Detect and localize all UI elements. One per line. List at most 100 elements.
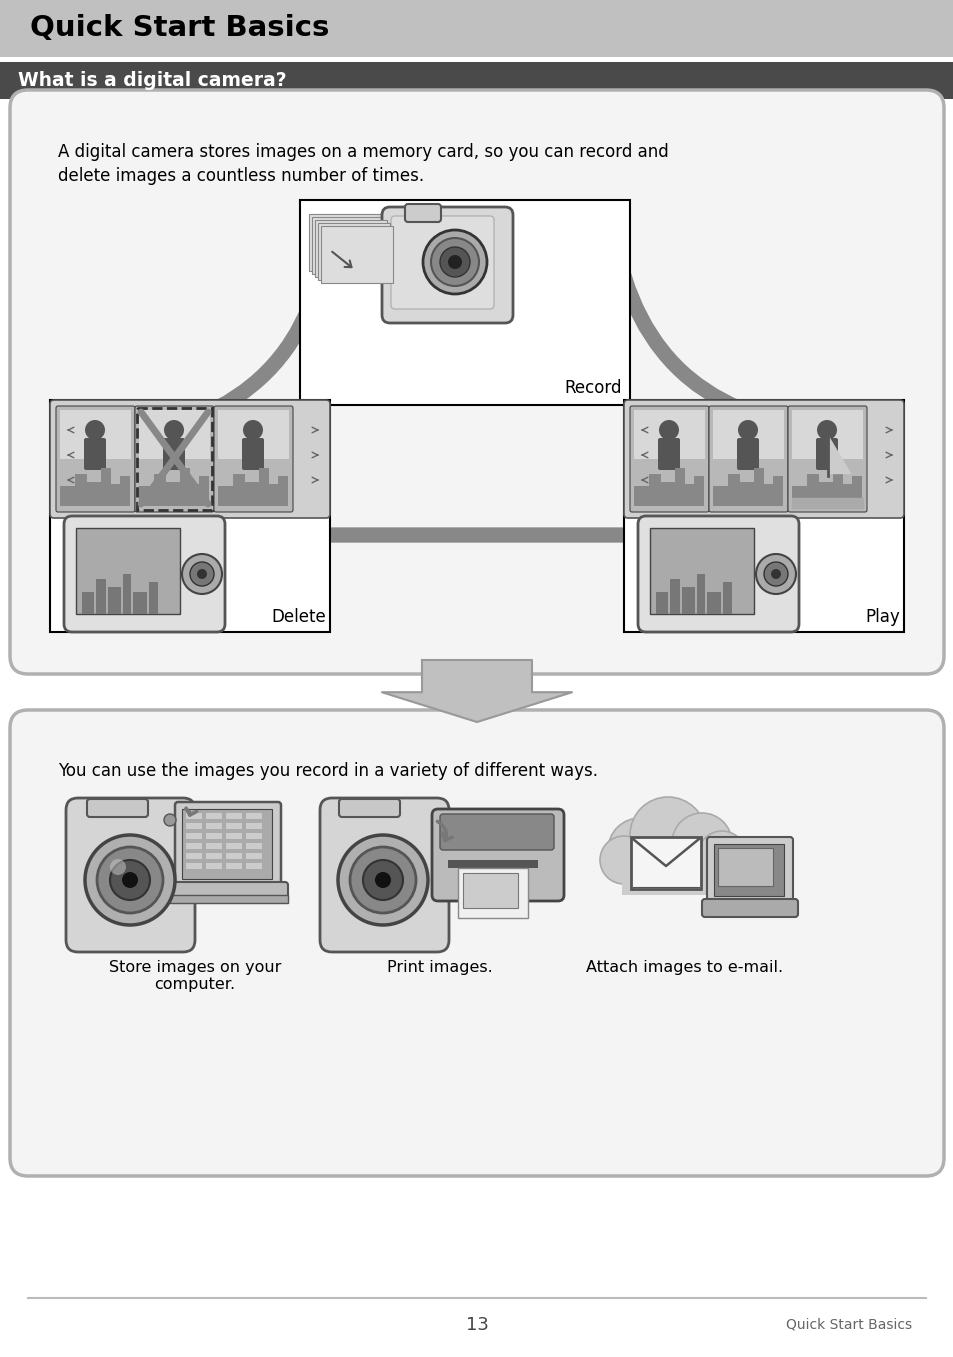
FancyBboxPatch shape	[277, 476, 288, 506]
FancyBboxPatch shape	[706, 837, 792, 905]
FancyBboxPatch shape	[246, 813, 262, 820]
Circle shape	[375, 873, 391, 887]
Polygon shape	[381, 660, 572, 722]
Circle shape	[755, 554, 795, 594]
FancyBboxPatch shape	[623, 400, 903, 518]
FancyBboxPatch shape	[218, 410, 289, 459]
FancyBboxPatch shape	[806, 474, 818, 506]
FancyBboxPatch shape	[317, 223, 390, 280]
FancyBboxPatch shape	[233, 474, 245, 506]
FancyBboxPatch shape	[226, 854, 242, 859]
FancyBboxPatch shape	[772, 476, 782, 506]
Circle shape	[363, 860, 402, 900]
FancyBboxPatch shape	[64, 516, 225, 632]
FancyBboxPatch shape	[712, 486, 727, 506]
FancyBboxPatch shape	[448, 860, 537, 868]
FancyBboxPatch shape	[660, 482, 675, 506]
FancyBboxPatch shape	[299, 199, 629, 404]
Circle shape	[629, 797, 705, 873]
FancyBboxPatch shape	[213, 406, 293, 512]
FancyBboxPatch shape	[815, 438, 837, 470]
FancyBboxPatch shape	[206, 854, 222, 859]
FancyBboxPatch shape	[87, 482, 101, 506]
FancyBboxPatch shape	[457, 868, 527, 917]
FancyBboxPatch shape	[87, 799, 148, 817]
FancyBboxPatch shape	[149, 582, 158, 613]
FancyBboxPatch shape	[166, 482, 180, 506]
Circle shape	[122, 873, 138, 887]
FancyBboxPatch shape	[701, 898, 797, 917]
FancyBboxPatch shape	[462, 873, 517, 908]
FancyBboxPatch shape	[722, 582, 731, 613]
FancyBboxPatch shape	[246, 843, 262, 849]
Text: Attach images to e-mail.: Attach images to e-mail.	[586, 959, 782, 974]
FancyBboxPatch shape	[246, 833, 262, 839]
FancyBboxPatch shape	[314, 220, 387, 277]
FancyBboxPatch shape	[60, 410, 131, 459]
FancyBboxPatch shape	[697, 574, 704, 613]
Text: Store images on your
computer.: Store images on your computer.	[109, 959, 281, 992]
FancyBboxPatch shape	[206, 833, 222, 839]
FancyBboxPatch shape	[740, 482, 753, 506]
FancyBboxPatch shape	[381, 208, 513, 323]
FancyBboxPatch shape	[0, 62, 953, 99]
FancyBboxPatch shape	[246, 863, 262, 868]
FancyBboxPatch shape	[56, 406, 135, 512]
FancyBboxPatch shape	[66, 798, 194, 953]
FancyBboxPatch shape	[218, 486, 233, 506]
FancyBboxPatch shape	[182, 809, 272, 879]
FancyBboxPatch shape	[180, 468, 190, 506]
Polygon shape	[827, 436, 849, 474]
FancyBboxPatch shape	[135, 406, 213, 512]
FancyBboxPatch shape	[186, 833, 202, 839]
FancyBboxPatch shape	[638, 516, 799, 632]
Text: Print images.: Print images.	[387, 959, 493, 974]
Circle shape	[659, 421, 679, 440]
FancyBboxPatch shape	[186, 843, 202, 849]
FancyBboxPatch shape	[320, 227, 393, 284]
FancyBboxPatch shape	[245, 482, 258, 506]
Circle shape	[85, 421, 105, 440]
FancyBboxPatch shape	[842, 484, 858, 506]
FancyBboxPatch shape	[656, 592, 667, 613]
Circle shape	[431, 237, 478, 286]
FancyBboxPatch shape	[10, 90, 943, 674]
FancyBboxPatch shape	[712, 410, 783, 459]
FancyBboxPatch shape	[309, 214, 380, 271]
FancyBboxPatch shape	[718, 848, 772, 886]
FancyBboxPatch shape	[791, 486, 806, 506]
Polygon shape	[791, 498, 862, 508]
FancyBboxPatch shape	[851, 476, 862, 506]
Circle shape	[607, 818, 671, 882]
Circle shape	[599, 836, 647, 883]
FancyBboxPatch shape	[684, 484, 700, 506]
FancyBboxPatch shape	[763, 484, 780, 506]
FancyBboxPatch shape	[818, 482, 832, 506]
FancyBboxPatch shape	[649, 528, 753, 613]
FancyBboxPatch shape	[76, 528, 180, 613]
FancyBboxPatch shape	[96, 579, 106, 613]
Text: Record: Record	[564, 379, 621, 398]
FancyBboxPatch shape	[753, 468, 763, 506]
FancyBboxPatch shape	[174, 802, 281, 887]
FancyBboxPatch shape	[199, 476, 209, 506]
FancyBboxPatch shape	[269, 484, 285, 506]
Text: Quick Start Basics: Quick Start Basics	[785, 1318, 911, 1333]
FancyBboxPatch shape	[60, 486, 75, 506]
FancyBboxPatch shape	[226, 843, 242, 849]
FancyBboxPatch shape	[132, 592, 147, 613]
FancyBboxPatch shape	[832, 468, 842, 506]
Circle shape	[243, 421, 263, 440]
FancyBboxPatch shape	[206, 813, 222, 820]
FancyBboxPatch shape	[669, 579, 679, 613]
FancyBboxPatch shape	[120, 476, 130, 506]
FancyBboxPatch shape	[226, 833, 242, 839]
FancyBboxPatch shape	[170, 882, 288, 902]
FancyBboxPatch shape	[391, 216, 494, 309]
Circle shape	[698, 830, 745, 879]
FancyBboxPatch shape	[675, 468, 684, 506]
FancyBboxPatch shape	[226, 863, 242, 868]
Circle shape	[110, 859, 126, 875]
FancyBboxPatch shape	[439, 814, 554, 849]
Circle shape	[738, 421, 758, 440]
